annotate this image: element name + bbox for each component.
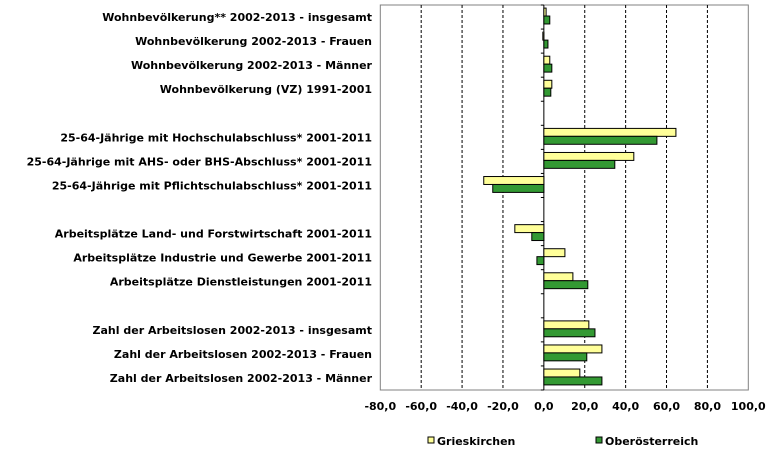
category-label: 25-64-Jährige mit Hochschulabschluss* 20… [60, 131, 372, 144]
bar-oberösterreich [543, 376, 603, 386]
x-tick-label: 0,0 [534, 400, 554, 413]
legend-label: Grieskirchen [437, 435, 515, 448]
bar-oberösterreich [543, 15, 551, 25]
bar-grieskirchen [483, 176, 545, 185]
bar-grieskirchen [543, 344, 603, 354]
x-tick-label: 40,0 [612, 400, 639, 413]
bar-grieskirchen [514, 224, 545, 234]
category-label: Zahl der Arbeitslosen 2002-2013 - Frauen [114, 348, 372, 361]
bar-oberösterreich [543, 280, 589, 290]
x-tick-label: -40,0 [446, 400, 478, 413]
category-label: 25-64-Jährige mit AHS- oder BHS-Abschlus… [27, 155, 372, 168]
category-label: Wohnbevölkerung** 2002-2013 - insgesamt [102, 11, 372, 24]
x-tick-label: 80,0 [694, 400, 721, 413]
bar-grieskirchen [543, 127, 677, 137]
x-tick-label: 20,0 [571, 400, 598, 413]
x-tick-label: -20,0 [487, 400, 519, 413]
bar-oberösterreich [543, 87, 552, 97]
x-tick-label: -80,0 [364, 400, 396, 413]
legend-swatch-0 [427, 436, 435, 444]
bar-grieskirchen [543, 7, 547, 17]
category-label: Arbeitsplätze Dienstleistungen 2001-2011 [110, 276, 372, 289]
x-tick-label: -60,0 [405, 400, 437, 413]
bar-grieskirchen [543, 320, 590, 330]
bar-grieskirchen [543, 368, 581, 378]
category-label: Wohnbevölkerung (VZ) 1991-2001 [160, 83, 372, 96]
bar-grieskirchen [542, 31, 545, 41]
bar-oberösterreich [543, 39, 549, 49]
bar-grieskirchen [543, 272, 574, 282]
category-label: Arbeitsplätze Industrie und Gewerbe 2001… [73, 252, 372, 265]
legend-swatch-1 [595, 436, 603, 444]
bar-grieskirchen [543, 55, 551, 65]
bar-oberösterreich [543, 135, 658, 145]
bar-grieskirchen [543, 151, 635, 161]
bar-oberösterreich [531, 232, 545, 242]
category-label: Wohnbevölkerung 2002-2013 - Frauen [135, 35, 372, 48]
category-label: 25-64-Jährige mit Pflichtschulabschluss*… [52, 179, 372, 192]
x-tick-label: 60,0 [653, 400, 680, 413]
bar-oberösterreich [543, 159, 616, 169]
bar-grieskirchen [543, 248, 566, 258]
category-label: Wohnbevölkerung 2002-2013 - Männer [131, 59, 373, 72]
x-tick-label: 100,0 [731, 400, 766, 413]
bar-oberösterreich [543, 63, 553, 73]
bar-grieskirchen [543, 79, 553, 89]
bar-oberösterreich [543, 328, 596, 338]
category-label: Zahl der Arbeitslosen 2002-2013 - insges… [93, 324, 372, 337]
bar-oberösterreich [543, 352, 588, 362]
category-label: Arbeitsplätze Land- und Forstwirtschaft … [55, 228, 372, 241]
bar-oberösterreich [536, 256, 545, 266]
bar-oberösterreich [492, 183, 545, 193]
legend-label: Oberösterreich [605, 435, 698, 448]
category-label: Zahl der Arbeitslosen 2002-2013 - Männer [110, 372, 373, 385]
plot-area [379, 4, 749, 391]
